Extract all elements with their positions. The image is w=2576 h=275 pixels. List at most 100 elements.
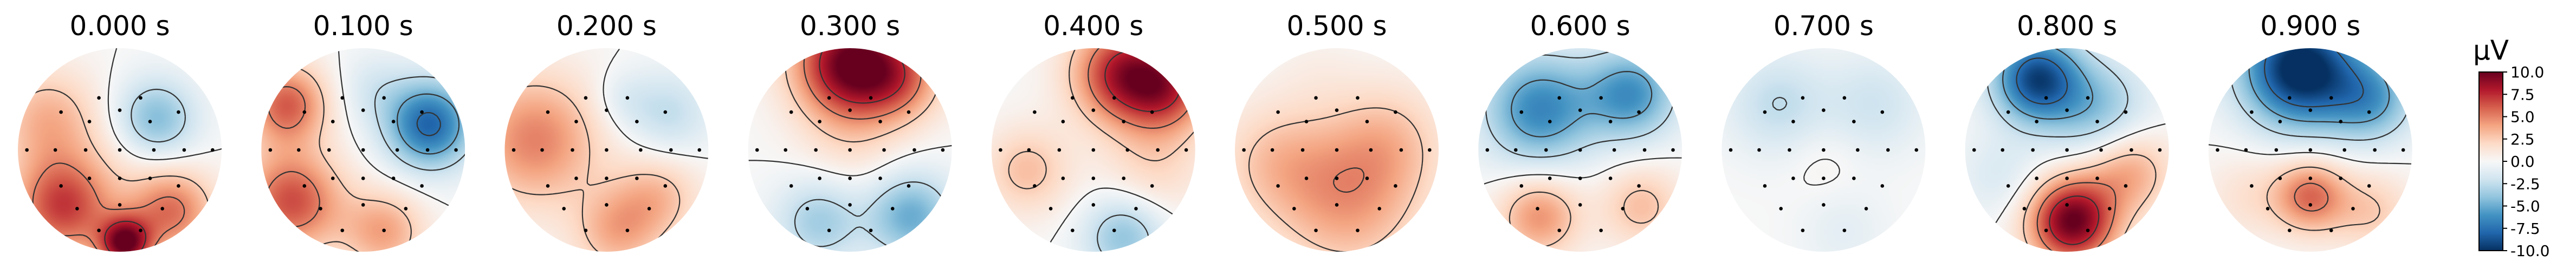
contour-line	[397, 93, 460, 155]
sensor-dot	[1033, 184, 1037, 188]
sensor-dot	[1637, 184, 1641, 188]
sensor-dot	[395, 148, 399, 152]
sensor-dot	[2216, 148, 2219, 152]
contour-line	[1511, 71, 1653, 138]
colorbar-tick-label: 7.5	[2510, 86, 2535, 103]
sensor-dot	[331, 176, 335, 180]
contour-line	[1008, 48, 1195, 189]
colorbar-gradient	[2478, 71, 2503, 251]
topomap-panel: 0.600 s	[1478, 10, 1682, 252]
contour-line	[131, 88, 186, 143]
sensor-dot	[319, 207, 322, 211]
sensor-dot	[361, 203, 365, 207]
sensor-dot	[1304, 120, 1309, 123]
sensor-dot	[2044, 96, 2048, 100]
sensor-dot	[869, 96, 873, 100]
sensor-dot	[1091, 176, 1096, 180]
sensor-dot	[2095, 176, 2099, 180]
sensor-dot	[805, 207, 810, 211]
sensor-dot	[87, 176, 92, 180]
sensor-dot	[1365, 176, 1369, 180]
sensor-dot	[1112, 96, 1116, 100]
sensor-dot	[882, 148, 886, 152]
sensor-dot	[211, 148, 215, 152]
panel-time-label: 0.800 s	[2017, 10, 2117, 42]
sensor-dot	[1842, 228, 1847, 232]
sensor-dot	[2031, 148, 2035, 152]
sensor-dot	[907, 110, 911, 114]
contour-line	[603, 48, 709, 160]
sensor-dot	[297, 148, 301, 152]
sensor-dot	[2367, 110, 2371, 114]
sensor-dot	[1842, 96, 1847, 100]
contour-line	[104, 220, 147, 252]
sensor-dot	[1335, 203, 1339, 207]
topomap-panel: 0.800 s	[1965, 10, 2169, 252]
contour-line	[107, 48, 222, 161]
sensor-dot	[1729, 148, 1733, 152]
panel-time-label: 0.700 s	[1774, 10, 1874, 42]
sensor-dot	[1548, 120, 1552, 123]
sensor-dot	[1791, 120, 1795, 123]
contour-lines	[261, 48, 465, 252]
sensor-dot	[912, 148, 916, 152]
sensor-dot	[907, 184, 911, 188]
sensor-dot	[59, 184, 63, 188]
sensor-dot	[118, 203, 122, 207]
sensor-dot	[2065, 148, 2069, 152]
sensor-dot	[1377, 207, 1381, 211]
sensor-dot	[2339, 120, 2343, 123]
topomap-panels: 0.000 s 0.100 s 0.200 s 0.300 s 0.400 s 0.500…	[18, 10, 2412, 252]
sensor-dot	[1544, 148, 1548, 152]
sensor-dot	[1150, 110, 1154, 114]
topomap-panel: 0.400 s	[991, 10, 1195, 252]
sensor-dot	[2044, 228, 2048, 232]
sensor-dot	[1033, 110, 1037, 114]
contour-line	[1803, 159, 1841, 186]
sensor-dot	[1763, 184, 1767, 188]
sensor-dot	[1061, 176, 1065, 180]
colorbar-tick-label: -10.0	[2510, 242, 2549, 260]
sensor-dot	[1184, 148, 1188, 152]
sensor-dot	[139, 228, 143, 232]
sensor-dot	[177, 184, 180, 188]
sensor-dot	[755, 148, 759, 152]
sensor-dot	[340, 96, 345, 100]
sensor-dot	[1972, 148, 1976, 152]
sensor-dot	[1091, 108, 1096, 112]
sensor-dot	[2107, 207, 2112, 211]
sensor-dot	[97, 228, 101, 232]
sensor-dot	[1621, 207, 1625, 211]
sensor-dot	[1557, 228, 1562, 232]
sensor-dot	[302, 184, 307, 188]
sensor-dot	[327, 148, 331, 152]
sensor-dot	[941, 148, 945, 152]
sensor-dot	[1134, 207, 1138, 211]
sensor-dot	[53, 148, 57, 152]
sensor-dot	[848, 148, 852, 152]
sensor-dot	[1612, 148, 1616, 152]
sensor-dot	[848, 203, 852, 207]
sensor-dot	[2006, 110, 2010, 114]
panel-time-label: 0.400 s	[1043, 10, 1143, 42]
colorbar-unit-label: µV	[2473, 35, 2509, 66]
sensor-dot	[1788, 148, 1791, 152]
sensor-dot	[2401, 148, 2405, 152]
sensor-dot	[1637, 110, 1641, 114]
sensor-dot	[584, 228, 588, 232]
sensor-dot	[1335, 108, 1339, 112]
sensor-dot	[1599, 228, 1603, 232]
colorbar-tick-label: 2.5	[2510, 130, 2535, 148]
contour-lines	[504, 48, 709, 252]
contour-line	[2049, 195, 2100, 245]
sensor-dot	[2006, 184, 2010, 188]
sensor-dot	[1091, 203, 1096, 207]
sensor-dot	[2308, 176, 2313, 180]
sensor-dot	[1822, 148, 1826, 152]
sensor-dot	[2288, 228, 2292, 232]
sensor-dot	[1314, 96, 1318, 100]
sensor-dot	[2274, 148, 2279, 152]
sensor-dot	[848, 108, 852, 112]
